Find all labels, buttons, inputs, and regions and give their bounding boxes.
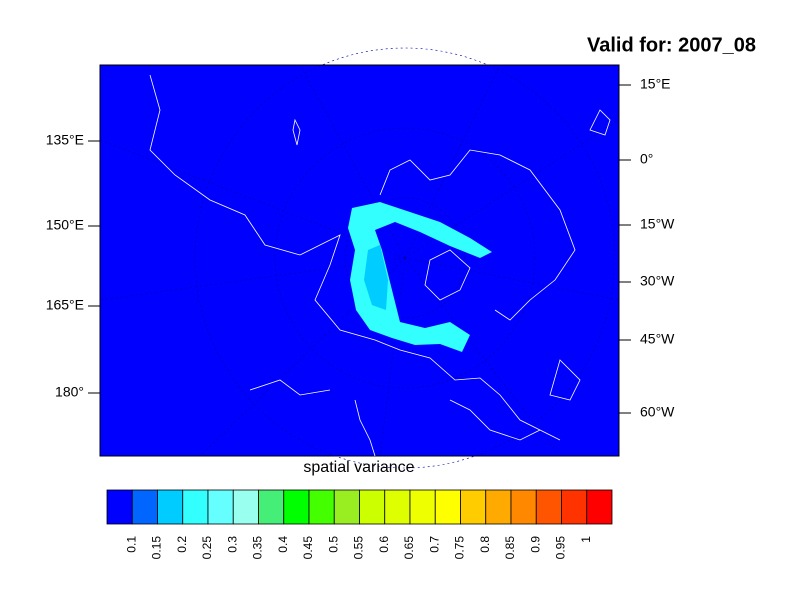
colorbar-label: 0.2 — [175, 536, 189, 553]
colorbar-label: 0.7 — [427, 536, 441, 553]
color-box — [409, 489, 436, 525]
right-label: 0° — [640, 151, 653, 167]
color-box — [384, 489, 411, 525]
color-box — [485, 489, 512, 525]
colorbar-label: 0.15 — [150, 536, 164, 560]
map-panel — [99, 47, 620, 469]
graticule — [99, 47, 620, 469]
colorbar-label: 0.95 — [554, 536, 568, 560]
color-box — [207, 489, 234, 525]
title: Valid for: 2007_08 — [587, 34, 756, 56]
right-label: 15°W — [640, 216, 675, 232]
left-label: 150°E — [46, 217, 84, 233]
right-label: 30°W — [640, 273, 675, 289]
color-box — [258, 489, 285, 525]
colorbar-label: 0.35 — [251, 536, 265, 560]
color-box — [283, 489, 310, 525]
color-box — [106, 489, 133, 525]
colorbar-label: 0.4 — [276, 536, 290, 553]
right-label: 45°W — [640, 331, 675, 347]
x-axis-label: spatial variance — [303, 459, 414, 476]
colorbar-label: 0.75 — [453, 536, 467, 560]
color-box — [359, 489, 386, 525]
right-label: 60°W — [640, 404, 675, 420]
right-label: 15°E — [640, 76, 671, 92]
left-label: 165°E — [46, 297, 84, 313]
colorbar-label: 0.5 — [326, 536, 340, 553]
color-box — [308, 489, 335, 525]
color-box — [561, 489, 588, 525]
colorbar-label: 0.65 — [402, 536, 416, 560]
color-box — [131, 489, 158, 525]
color-box — [157, 489, 184, 525]
color-box — [586, 489, 613, 525]
ice-field-inner — [364, 245, 388, 310]
color-box — [510, 489, 537, 525]
colorbar-label: 0.6 — [377, 536, 391, 553]
colorbar-label: 0.45 — [301, 536, 315, 560]
left-label: 135°E — [46, 132, 84, 148]
colorbar-label: 0.25 — [200, 536, 214, 560]
color-box — [232, 489, 259, 525]
colorbar-label: 0.55 — [352, 536, 366, 560]
left-label: 180° — [55, 384, 84, 400]
color-box — [535, 489, 562, 525]
ice-field — [348, 202, 492, 352]
colorbar-label: 0.3 — [225, 536, 239, 553]
color-box — [182, 489, 209, 525]
colorbar-label: 0.85 — [503, 536, 517, 560]
coastlines — [149, 74, 611, 457]
colorbar-label: 0.8 — [478, 536, 492, 553]
colorbar-label: 0.9 — [528, 536, 542, 553]
color-box — [434, 489, 461, 525]
color-box — [333, 489, 360, 525]
colorbar-label: 0.1 — [124, 536, 138, 553]
color-box — [460, 489, 487, 525]
colorbar-label: 1 — [579, 536, 593, 543]
